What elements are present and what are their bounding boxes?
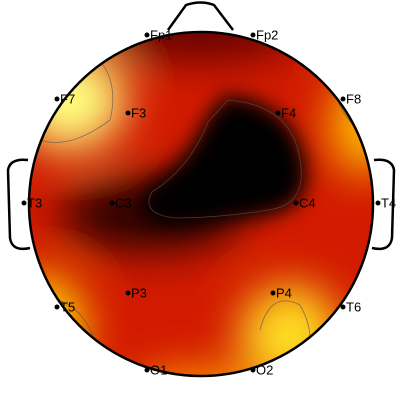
electrode-dot: [54, 304, 60, 310]
electrode-label: Fp2: [256, 27, 278, 42]
electrode-dot: [54, 96, 60, 102]
electrode-dot: [125, 290, 131, 296]
electrode-dot: [109, 200, 115, 206]
electrode-dot: [340, 304, 346, 310]
electrode-label: F7: [60, 91, 75, 106]
electrode-label: O1: [150, 362, 167, 377]
electrode-label: P4: [276, 285, 292, 300]
electrode-dot: [125, 110, 131, 116]
electrode-dot: [275, 110, 281, 116]
electrode-label: F4: [281, 105, 296, 120]
electrode-label: T3: [27, 195, 42, 210]
head-outline: [6, 1, 396, 378]
electrode-dot: [270, 290, 276, 296]
electrode-dot: [21, 200, 27, 206]
electrode-label: C4: [299, 195, 316, 210]
electrode-label: P3: [131, 285, 147, 300]
electrode-label: T5: [60, 299, 75, 314]
electrode-label: O2: [256, 362, 273, 377]
electrode-dot: [144, 32, 150, 38]
electrode-label: Fp1: [150, 27, 172, 42]
electrode-label: T6: [346, 299, 361, 314]
electrode-dot: [293, 200, 299, 206]
electrode-label: F8: [346, 91, 361, 106]
electrode-label: T4: [381, 195, 396, 210]
electrode-dot: [340, 96, 346, 102]
electrode-dot: [250, 32, 256, 38]
electrode-dot: [250, 367, 256, 373]
electrode-label: F3: [131, 105, 146, 120]
electrode-label: C3: [115, 195, 132, 210]
electrode-dot: [144, 367, 150, 373]
electrode-dot: [375, 200, 381, 206]
electrodes: Fp1 Fp2 F7 F3 F4 F8 T3 C3 C4 T4 T5 P3 P4 T6 O1 O2: [21, 27, 396, 377]
